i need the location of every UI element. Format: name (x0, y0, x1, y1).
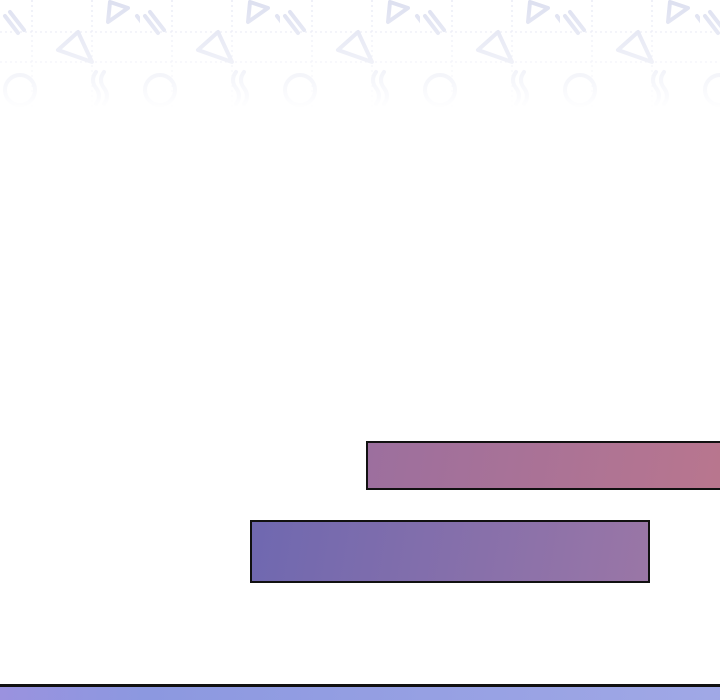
pattern-fade (0, 0, 720, 110)
bottom-comic-panel (0, 684, 720, 700)
background-doodle-pattern (0, 0, 720, 110)
upper-gradient-panel (366, 441, 720, 490)
lower-gradient-panel (250, 520, 650, 583)
